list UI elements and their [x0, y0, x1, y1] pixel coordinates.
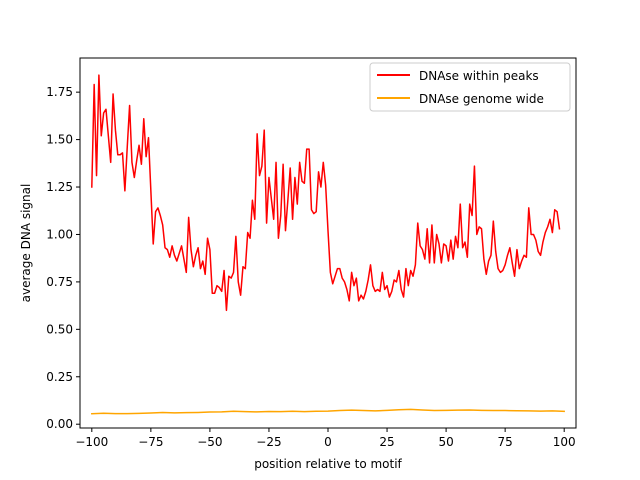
x-tick-label: 25 — [379, 435, 394, 449]
legend-label-dnase-within-peaks: DNAse within peaks — [419, 69, 539, 83]
plot-frame — [79, 57, 577, 429]
y-tick-label: 1.00 — [46, 227, 73, 241]
y-axis-ticks: 0.00 0.25 0.50 0.75 1.00 1.25 1.50 1.75 — [46, 85, 80, 431]
series-line-dnase-genome-wide — [91, 408, 565, 415]
legend-label-dnase-genome-wide: DNAse genome wide — [419, 92, 544, 106]
x-tick-label: 100 — [553, 435, 576, 449]
y-tick-label: 1.75 — [46, 85, 73, 99]
y-tick-label: 0.75 — [46, 275, 73, 289]
x-tick-label: −50 — [197, 435, 222, 449]
x-tick-label: 50 — [438, 435, 453, 449]
legend: DNAse within peaks DNAse genome wide — [369, 62, 571, 112]
x-axis-ticks: −100 −75 −50 −25 0 25 50 75 100 — [75, 428, 576, 449]
x-tick-label: 75 — [498, 435, 513, 449]
y-tick-label: 0.00 — [46, 417, 73, 431]
series-line-dnase-within-peaks — [91, 74, 561, 312]
x-tick-label: −25 — [256, 435, 281, 449]
y-tick-label: 0.25 — [46, 370, 73, 384]
series-layer — [91, 74, 565, 415]
x-tick-label: −75 — [138, 435, 163, 449]
y-tick-label: 0.50 — [46, 322, 73, 336]
x-axis-label: position relative to motif — [254, 457, 402, 471]
legend-box — [369, 62, 571, 112]
x-tick-label: −100 — [75, 435, 108, 449]
y-tick-label: 1.25 — [46, 180, 73, 194]
y-tick-label: 1.50 — [46, 133, 73, 147]
y-axis-label: average DNA signal — [19, 184, 33, 303]
x-tick-label: 0 — [324, 435, 332, 449]
